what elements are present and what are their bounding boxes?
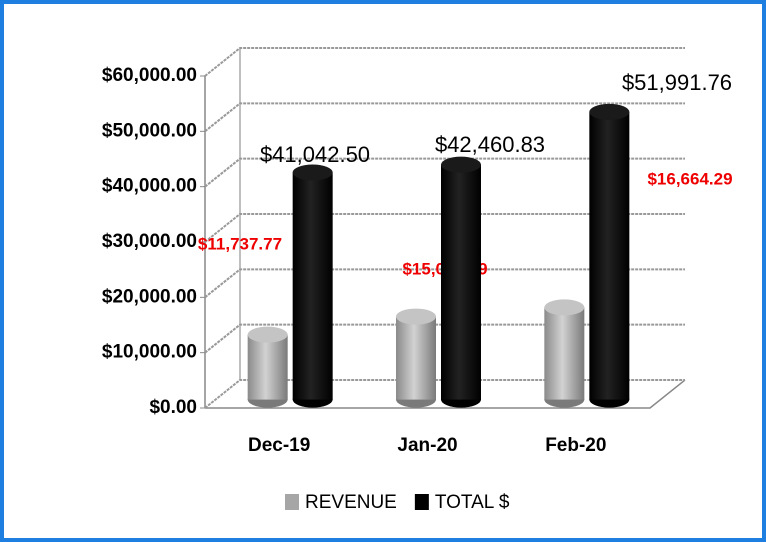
value-label: $16,664.29 <box>647 169 732 188</box>
floor <box>205 379 686 409</box>
legend-swatch <box>285 494 299 510</box>
grid-line <box>204 47 685 77</box>
x-tick-label: Feb-20 <box>545 435 606 456</box>
legend-label: TOTAL $ <box>435 492 510 513</box>
bar-top <box>247 326 288 343</box>
x-tick-label: Jan-20 <box>397 435 457 456</box>
bar-top <box>589 103 630 120</box>
bar-top <box>441 156 481 173</box>
y-tick-label: $0.00 <box>149 397 197 418</box>
y-tick-label: $60,000.00 <box>102 65 197 86</box>
legend-label: REVENUE <box>305 492 397 513</box>
y-tick-label: $20,000.00 <box>102 286 197 307</box>
grid-line <box>204 213 685 243</box>
y-tick-label: $30,000.00 <box>102 231 197 252</box>
grid-line <box>204 157 685 188</box>
bar-top <box>396 308 436 325</box>
grid-line <box>204 323 685 354</box>
bar <box>544 307 585 400</box>
bar <box>589 111 630 400</box>
x-tick-label: Dec-19 <box>248 435 310 456</box>
y-tick-label: $10,000.00 <box>102 342 197 363</box>
value-label: $51,991.76 <box>622 70 732 95</box>
value-label: $41,042.50 <box>260 142 370 167</box>
bar <box>292 172 333 400</box>
bar <box>247 334 288 400</box>
bar <box>396 316 436 400</box>
grid-line <box>204 268 685 299</box>
grid-line <box>204 379 685 409</box>
legend-swatch <box>414 494 429 510</box>
bar-top <box>292 164 333 181</box>
grid-line <box>204 102 685 133</box>
value-label: $11,737.77 <box>198 234 282 253</box>
y-tick-label: $50,000.00 <box>102 120 197 141</box>
bar <box>441 164 481 400</box>
y-tick-label: $40,000.00 <box>102 176 197 197</box>
bar-top <box>544 299 585 316</box>
value-label: $42,460.83 <box>435 132 545 157</box>
